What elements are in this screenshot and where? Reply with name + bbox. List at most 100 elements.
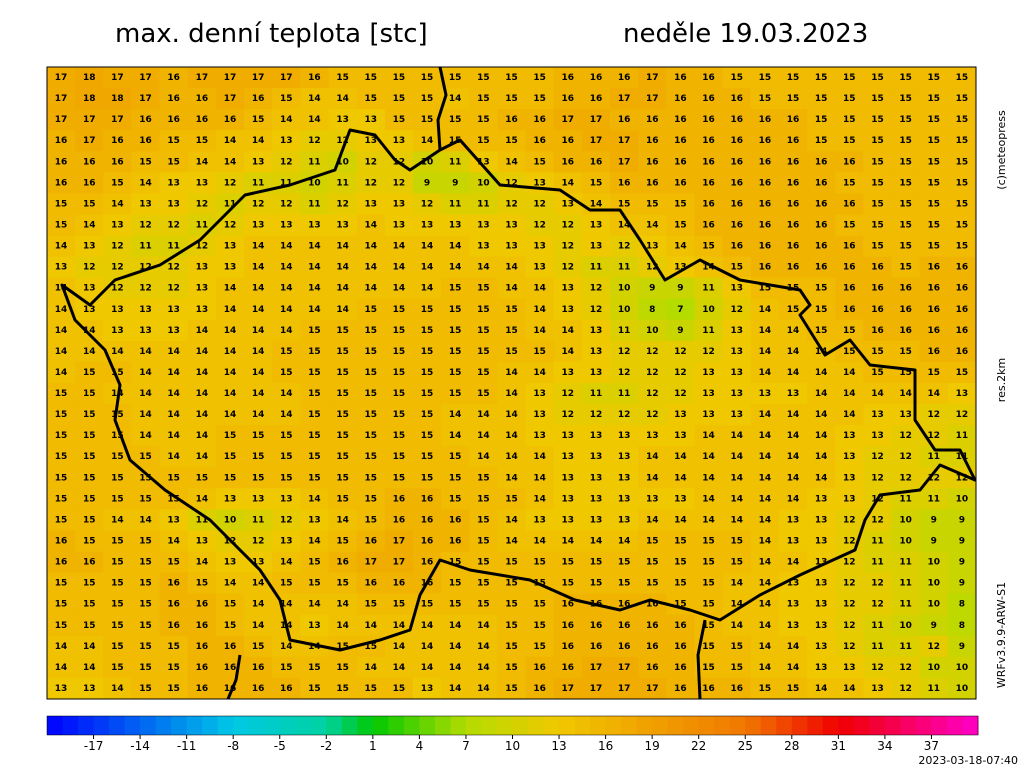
cell-value: 16: [759, 136, 772, 146]
field-cell: [215, 425, 245, 447]
field-cell: [441, 677, 470, 700]
cell-value: 11: [956, 452, 969, 462]
field-cell: [750, 677, 780, 700]
cell-value: 14: [280, 326, 293, 336]
cell-value: 15: [702, 642, 715, 652]
field-cell: [553, 256, 583, 279]
field-cell: [159, 656, 189, 679]
colorbar-tick-label: 13: [551, 739, 566, 753]
field-cell: [300, 425, 330, 447]
cell-value: 14: [674, 242, 687, 252]
cell-value: 14: [252, 326, 265, 336]
cell-value: 15: [364, 452, 377, 462]
field-cell: [694, 277, 724, 300]
cell-value: 14: [787, 642, 800, 652]
field-cell: [835, 256, 864, 279]
cell-value: 14: [787, 558, 800, 568]
field-cell: [103, 635, 132, 658]
cell-value: 13: [815, 663, 828, 673]
cell-value: 16: [759, 157, 772, 167]
cell-value: 14: [252, 600, 265, 610]
cell-value: 13: [590, 326, 603, 336]
field-cell: [272, 235, 301, 258]
field-cell: [215, 130, 245, 152]
field-cell: [441, 256, 470, 279]
cell-value: 15: [730, 642, 743, 652]
field-cell: [694, 109, 724, 131]
model-name: WRFv3.9.9-ARW-S1: [995, 582, 1008, 688]
cell-value: 15: [364, 473, 377, 483]
cell-value: 13: [55, 263, 68, 273]
cell-value: 16: [308, 73, 321, 83]
field-cell: [638, 130, 667, 152]
cell-value: 15: [730, 263, 743, 273]
colorbar-tick-label: 37: [924, 739, 939, 753]
field-cell: [807, 404, 836, 426]
field-cell: [328, 88, 358, 110]
cell-value: 14: [55, 242, 68, 252]
field-cell: [75, 193, 104, 215]
cell-value: 14: [449, 263, 462, 273]
field-cell: [666, 256, 695, 279]
cell-value: 14: [196, 558, 209, 568]
field-cell: [947, 256, 977, 279]
field-cell: [412, 319, 442, 342]
cell-value: 14: [167, 452, 180, 462]
field-cell: [244, 467, 273, 489]
cell-value: 15: [702, 600, 715, 610]
field-cell: [750, 425, 780, 447]
cell-value: 12: [533, 221, 546, 231]
field-cell: [412, 67, 442, 89]
cell-value: 13: [590, 494, 603, 504]
field-cell: [131, 340, 161, 363]
cell-value: 15: [843, 136, 856, 146]
cell-value: 12: [533, 199, 546, 209]
field-cell: [722, 551, 752, 574]
field-cell: [666, 572, 695, 595]
field-cell: [103, 361, 132, 384]
field-cell: [525, 530, 555, 553]
cell-value: 15: [646, 579, 659, 589]
field-cell: [384, 530, 414, 553]
field-cell: [947, 298, 977, 321]
cell-value: 15: [111, 579, 124, 589]
field-cell: [778, 572, 808, 595]
field-cell: [778, 551, 808, 574]
field-cell: [384, 446, 414, 468]
cell-value: 14: [421, 642, 434, 652]
field-cell: [553, 319, 583, 342]
field-cell: [300, 509, 330, 531]
field-cell: [919, 656, 949, 679]
cell-value: 15: [815, 136, 828, 146]
field-cell: [47, 109, 76, 131]
field-cell: [244, 235, 273, 258]
colorbar-segment: [760, 716, 777, 735]
field-cell: [807, 193, 836, 215]
cell-value: 15: [336, 368, 349, 378]
field-cell: [441, 404, 470, 426]
cell-value: 16: [815, 199, 828, 209]
cell-value: 14: [449, 684, 462, 694]
cell-value: 11: [928, 494, 941, 504]
colorbar-segment: [279, 716, 296, 735]
field-cell: [244, 109, 273, 131]
field-cell: [807, 109, 836, 131]
cell-value: 13: [562, 452, 575, 462]
field-cell: [947, 340, 977, 363]
field-cell: [947, 488, 977, 510]
field-cell: [328, 383, 358, 405]
cell-value: 14: [759, 642, 772, 652]
field-cell: [215, 572, 245, 595]
field-cell: [947, 383, 977, 405]
cell-value: 14: [139, 515, 152, 525]
cell-value: 16: [702, 73, 715, 83]
field-cell: [441, 361, 470, 384]
field-cell: [891, 298, 921, 321]
cell-value: 15: [336, 431, 349, 441]
cell-value: 15: [702, 558, 715, 568]
cell-value: 11: [899, 642, 912, 652]
cell-value: 12: [364, 178, 377, 188]
cell-value: 15: [139, 537, 152, 547]
cell-value: 15: [364, 494, 377, 504]
field-cell: [187, 593, 217, 616]
